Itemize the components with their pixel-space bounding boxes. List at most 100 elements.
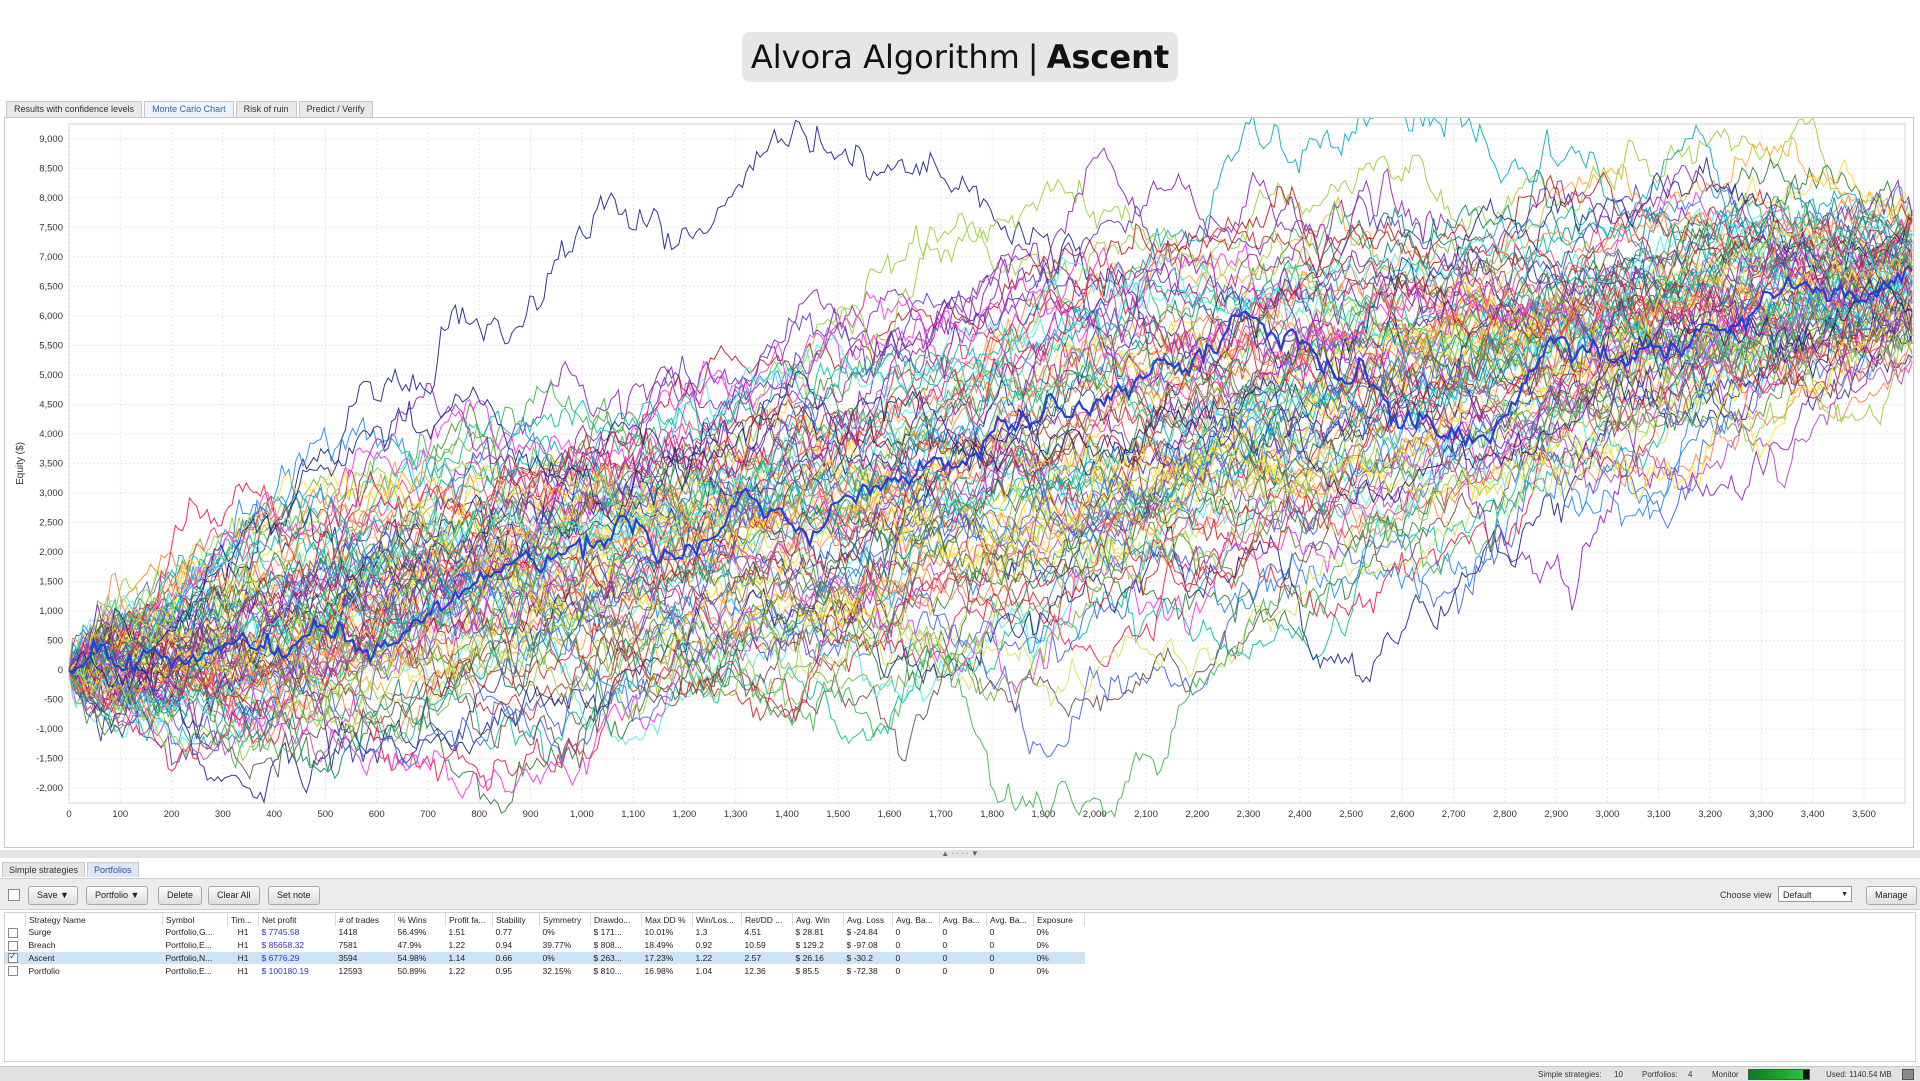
table-cell: 47.9% [397, 940, 422, 951]
table-cell: $ 28.81 [795, 927, 824, 938]
equity-curve-line [68, 263, 1913, 729]
panel-splitter[interactable]: ▲ · · · · ▼ [0, 850, 1920, 858]
row-checkbox[interactable] [8, 927, 18, 938]
equity-curve-line [68, 318, 1913, 804]
x-tick-label: 200 [164, 809, 180, 820]
equity-curve-line [68, 211, 1913, 672]
table-cell: 50.89% [397, 965, 427, 976]
row-checkbox-cell [5, 964, 26, 977]
delete-button[interactable]: Delete [158, 886, 203, 905]
table-cell: 1.22 [692, 951, 742, 965]
tab-monte-carlo-chart[interactable]: Monte Carlo Chart [144, 101, 234, 117]
y-tick-label: 8,500 [39, 163, 63, 174]
column-header[interactable]: Strategy Name [25, 913, 163, 926]
table-cell: 0 [892, 951, 940, 965]
table-header-row: Strategy Name Symbol Tim... Net profit # of … [5, 913, 1085, 926]
column-header[interactable]: Exposure [1033, 913, 1085, 926]
column-header[interactable]: % Wins [394, 913, 446, 926]
table-cell: $ -30.2 [843, 951, 893, 965]
y-tick-label: 6,500 [39, 281, 63, 292]
y-tick-label: 0 [58, 665, 63, 676]
column-header[interactable]: Avg. Ba... [892, 913, 940, 926]
column-header[interactable]: Avg. Win [792, 913, 844, 926]
equity-curves [68, 118, 1913, 819]
column-header[interactable]: Avg. Loss [843, 913, 893, 926]
x-tick-label: 1,700 [929, 809, 953, 820]
row-checkbox[interactable] [8, 966, 18, 976]
y-tick-label: 2,000 [39, 547, 63, 558]
view-select[interactable]: Default ▼ [1778, 886, 1852, 902]
equity-curve-line [68, 230, 1913, 695]
table-cell: 1.51 [448, 927, 466, 938]
column-header[interactable]: Symmetry [539, 913, 591, 926]
column-header[interactable]: Profit fa... [445, 913, 493, 926]
column-header[interactable]: Stability [492, 913, 540, 926]
column-header[interactable]: Win/Los... [692, 913, 742, 926]
choose-view-label: Choose view [1720, 890, 1772, 900]
equity-curve-line [68, 215, 1913, 675]
status-bar: Simple strategies: 10 Portfolios: 4 Moni… [0, 1066, 1920, 1081]
table-cell: 12593 [338, 965, 363, 976]
column-header[interactable]: Avg. Ba... [986, 913, 1034, 926]
tab-portfolios[interactable]: Portfolios [87, 862, 139, 877]
equity-curve-line [68, 240, 1913, 693]
tab-simple-strategies[interactable]: Simple strategies [2, 862, 86, 877]
table-cell: $ -24.84 [846, 927, 878, 938]
row-checkbox[interactable] [8, 951, 18, 964]
equity-curve-line [68, 178, 1913, 672]
equity-curve-line [68, 302, 1913, 685]
table-cell: 0% [1033, 951, 1085, 965]
equity-curve-line [68, 293, 1913, 682]
portfolio-button[interactable]: Portfolio ▼ [86, 886, 149, 905]
disk-icon[interactable] [1902, 1069, 1914, 1080]
portfolios-count: 4 [1688, 1070, 1693, 1079]
x-tick-label: 1,600 [878, 809, 902, 820]
chevron-down-icon: ▼ [1841, 891, 1848, 898]
table-cell: $ 6776.29 [258, 951, 336, 965]
table-cell: 0% [542, 927, 555, 938]
select-all-checkbox[interactable] [8, 889, 20, 901]
column-header[interactable]: # of trades [335, 913, 395, 926]
column-header[interactable]: Ret/DD ... [741, 913, 793, 926]
table-cell: 10.59 [744, 940, 766, 951]
table-cell: 1.14 [445, 951, 493, 965]
chart-svg: -2,000 -1,500 -1,000 -500 0 500 1,000 1,500 2,00… [15, 118, 1913, 820]
y-tick-label: 8,000 [39, 193, 63, 204]
table-cell: 1.04 [695, 965, 713, 976]
save-button[interactable]: Save ▼ [28, 886, 78, 905]
table-cell: H1 [237, 965, 249, 976]
equity-curve-line [68, 123, 1913, 681]
x-tick-label: 900 [523, 809, 539, 820]
table-row[interactable]: Surge Portfolio,G... H1 $ 7745.58 1418 56.49%… [5, 926, 1085, 939]
column-header[interactable]: Net profit [258, 913, 336, 926]
table-row[interactable]: Breach Portfolio,E... H1 $ 85658.32 7581 47.9… [5, 939, 1085, 952]
column-header[interactable]: Tim... [227, 913, 259, 926]
row-checkbox[interactable] [8, 940, 18, 951]
column-header[interactable]: Drawdo... [590, 913, 642, 926]
table-cell: 0 [939, 951, 987, 965]
column-header[interactable]: Avg. Ba... [939, 913, 987, 926]
tab-predict-verify[interactable]: Predict / Verify [298, 101, 373, 117]
table-cell: 56.49% [397, 927, 427, 938]
x-tick-label: 100 [112, 809, 128, 820]
x-tick-label: 1,400 [775, 809, 799, 820]
x-tick-label: 2,100 [1134, 809, 1158, 820]
tab-results-confidence[interactable]: Results with confidence levels [6, 101, 143, 117]
table-cell: 0% [1036, 927, 1049, 938]
set-note-button[interactable]: Set note [268, 886, 320, 905]
manage-button[interactable]: Manage [1866, 886, 1917, 905]
clear-all-button[interactable]: Clear All [208, 886, 260, 905]
table-cell: 0 [942, 965, 948, 976]
table-cell: 1418 [338, 927, 358, 938]
table-cell: 0% [1036, 965, 1049, 976]
x-tick-label: 2,900 [1544, 809, 1568, 820]
row-checkbox-cell [5, 926, 26, 939]
y-tick-label: 500 [47, 636, 63, 647]
table-cell: 0 [989, 940, 995, 951]
tab-risk-of-ruin[interactable]: Risk of ruin [235, 101, 297, 117]
table-row[interactable]: Portfolio Portfolio,E... H1 $ 100180.19 1259… [5, 964, 1085, 977]
column-header[interactable]: Max DD % [641, 913, 693, 926]
column-header[interactable]: Symbol [162, 913, 228, 926]
x-tick-label: 3,200 [1698, 809, 1722, 820]
